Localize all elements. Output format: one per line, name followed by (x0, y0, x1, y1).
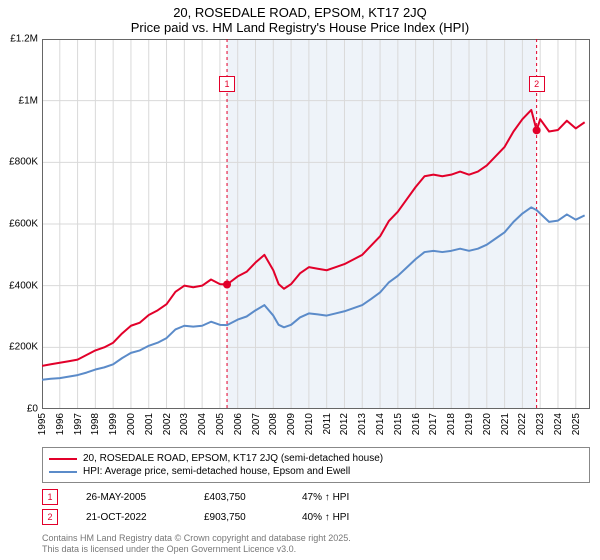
y-tick-label: £1.2M (4, 34, 38, 45)
legend-label: 20, ROSEDALE ROAD, EPSOM, KT17 2JQ (semi… (83, 453, 383, 464)
marker-date: 21-OCT-2022 (86, 512, 176, 523)
marker-table: 1 26-MAY-2005 £403,750 47% ↑ HPI 2 21-OC… (42, 487, 590, 527)
x-tick-label: 2024 (553, 413, 564, 435)
y-tick-label: £800K (4, 157, 38, 168)
x-tick-label: 2025 (571, 413, 582, 435)
x-tick-label: 2005 (215, 413, 226, 435)
x-tick-label: 2011 (322, 413, 333, 435)
footer-line: This data is licensed under the Open Gov… (42, 544, 590, 555)
chart-marker-flag: 2 (529, 76, 545, 92)
x-tick-label: 1997 (73, 413, 84, 435)
x-tick-label: 2021 (500, 413, 511, 435)
x-tick-label: 2016 (411, 413, 422, 435)
x-tick-label: 2018 (446, 413, 457, 435)
x-tick-label: 1995 (37, 413, 48, 435)
y-tick-label: £1M (4, 95, 38, 106)
legend-label: HPI: Average price, semi-detached house,… (83, 466, 350, 477)
x-tick-label: 2009 (286, 413, 297, 435)
x-tick-label: 2014 (375, 413, 386, 435)
x-tick-label: 1998 (90, 413, 101, 435)
y-tick-label: £0 (4, 404, 38, 415)
x-tick-label: 2006 (233, 413, 244, 435)
footer: Contains HM Land Registry data © Crown c… (42, 533, 590, 556)
x-tick-label: 1996 (55, 413, 66, 435)
x-tick-label: 2015 (393, 413, 404, 435)
marker-price: £903,750 (204, 512, 274, 523)
x-tick-label: 2000 (126, 413, 137, 435)
legend-row: 20, ROSEDALE ROAD, EPSOM, KT17 2JQ (semi… (49, 452, 583, 465)
chart-area: £0£200K£400K£600K£800K£1M£1.2M 199519961… (42, 39, 590, 409)
marker-delta: 47% ↑ HPI (302, 492, 349, 503)
x-tick-label: 2008 (268, 413, 279, 435)
x-tick-label: 2003 (179, 413, 190, 435)
y-tick-label: £200K (4, 342, 38, 353)
x-tick-label: 2007 (251, 413, 262, 435)
chart-title-address: 20, ROSEDALE ROAD, EPSOM, KT17 2JQ (0, 0, 600, 20)
line-chart-svg (42, 39, 590, 409)
x-tick-label: 2010 (304, 413, 315, 435)
legend-swatch (49, 471, 77, 473)
marker-badge: 2 (42, 509, 58, 525)
x-tick-label: 2020 (482, 413, 493, 435)
marker-price: £403,750 (204, 492, 274, 503)
chart-title-subtitle: Price paid vs. HM Land Registry's House … (0, 20, 600, 39)
x-tick-label: 2001 (144, 413, 155, 435)
marker-table-row: 1 26-MAY-2005 £403,750 47% ↑ HPI (42, 487, 590, 507)
x-tick-label: 1999 (108, 413, 119, 435)
marker-delta: 40% ↑ HPI (302, 512, 349, 523)
marker-badge: 1 (42, 489, 58, 505)
y-tick-label: £600K (4, 219, 38, 230)
x-tick-label: 2017 (428, 413, 439, 435)
legend-swatch (49, 458, 77, 460)
x-tick-label: 2019 (464, 413, 475, 435)
y-tick-label: £400K (4, 280, 38, 291)
legend-row: HPI: Average price, semi-detached house,… (49, 465, 583, 478)
legend: 20, ROSEDALE ROAD, EPSOM, KT17 2JQ (semi… (42, 447, 590, 483)
marker-date: 26-MAY-2005 (86, 492, 176, 503)
x-tick-label: 2013 (357, 413, 368, 435)
footer-line: Contains HM Land Registry data © Crown c… (42, 533, 590, 544)
x-tick-label: 2023 (535, 413, 546, 435)
x-tick-label: 2004 (197, 413, 208, 435)
x-tick-label: 2002 (162, 413, 173, 435)
x-tick-label: 2022 (517, 413, 528, 435)
marker-table-row: 2 21-OCT-2022 £903,750 40% ↑ HPI (42, 507, 590, 527)
x-tick-label: 2012 (339, 413, 350, 435)
chart-marker-flag: 1 (219, 76, 235, 92)
